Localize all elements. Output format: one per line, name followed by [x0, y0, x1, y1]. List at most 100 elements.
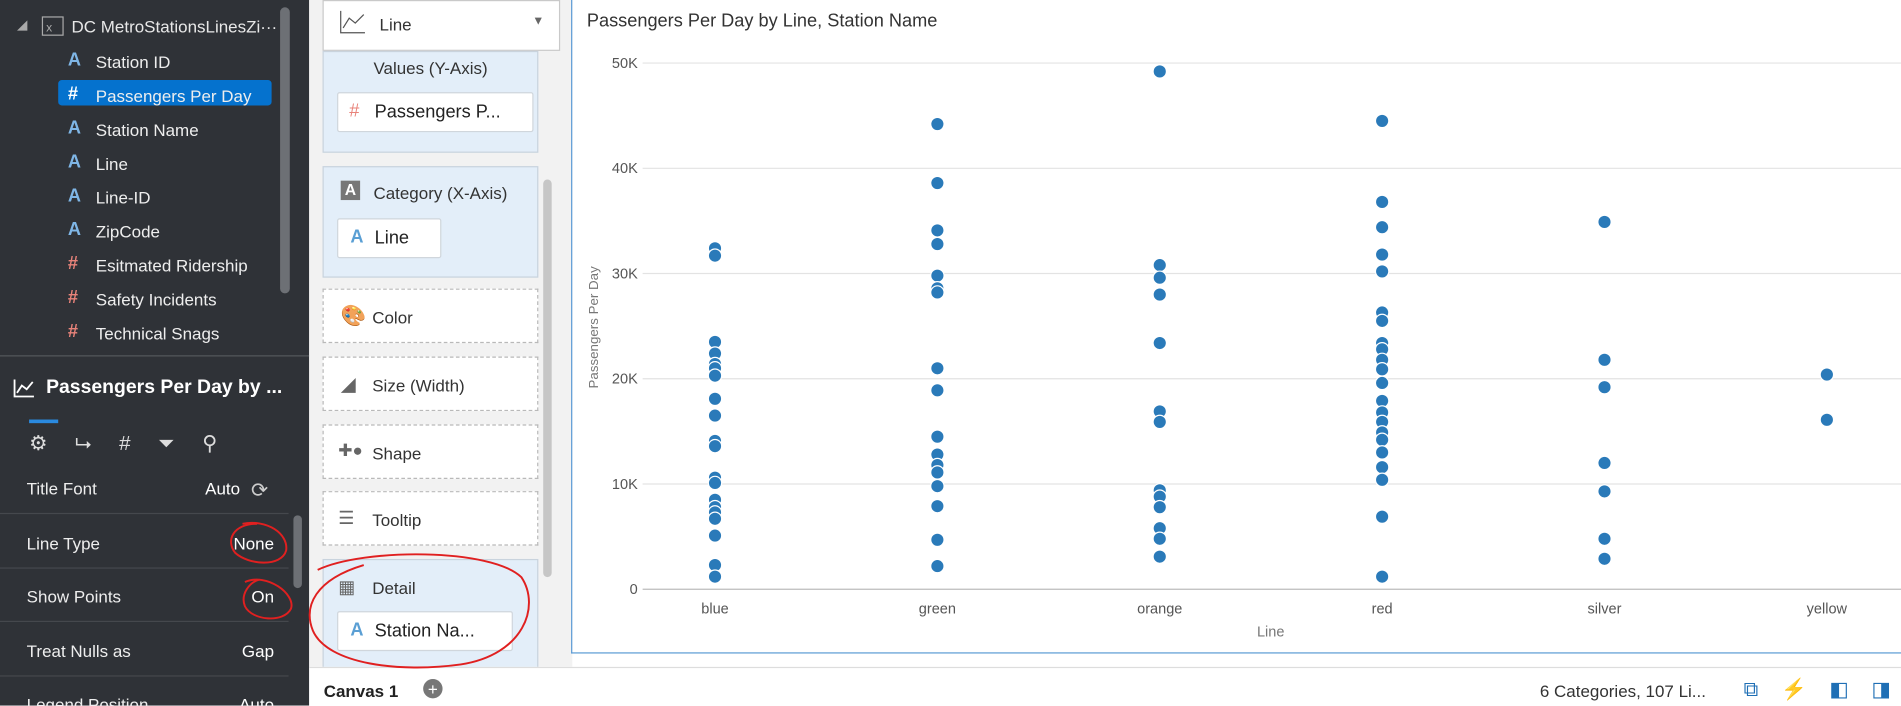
tooltip-box[interactable]: ☰ Tooltip [322, 491, 539, 546]
x-tick-label: silver [1588, 602, 1622, 618]
point [707, 569, 723, 584]
values-field[interactable]: # Passengers P... [337, 92, 534, 133]
row-divider [0, 620, 289, 623]
category-box: A Category (X-Axis) A Line [322, 166, 539, 278]
shape-box[interactable]: ✚● Shape [322, 424, 539, 479]
y-axis-label: Passengers Per Day [586, 266, 601, 389]
icon: ✚● [338, 440, 363, 460]
point [707, 438, 723, 454]
reset-icon[interactable]: ⟳ [250, 478, 269, 502]
field[interactable]: Line [95, 153, 128, 174]
chart-icon [13, 379, 34, 398]
property-rows: Title Font Auto Line Type None Show Points On… [0, 461, 291, 706]
footer [309, 666, 1901, 706]
selected-field [58, 80, 272, 106]
scrollbar[interactable] [280, 7, 290, 294]
point [930, 285, 945, 300]
point [1374, 445, 1390, 460]
field-icon: # [67, 83, 79, 105]
footer-icons[interactable]: ⧉ ⚡ ◧ ◨ [1743, 677, 1892, 701]
point [707, 475, 723, 491]
property-value[interactable]: Auto [239, 694, 275, 706]
chart-type-select[interactable]: Line ▼ [322, 0, 561, 51]
scrollbar[interactable] [293, 515, 302, 589]
size-box[interactable]: ◢ Size (Width) [322, 356, 539, 412]
category-field[interactable]: A Line [337, 218, 442, 259]
icon: ☰ [338, 508, 355, 529]
property-value[interactable]: None [233, 532, 275, 553]
field[interactable]: Line-ID [95, 187, 151, 208]
point [1152, 414, 1168, 430]
y-tick-label: 40K [612, 161, 638, 177]
field-icon: # [67, 287, 79, 308]
field-icon: A [67, 151, 82, 173]
detail-box: ▦ Detail A Station Na... [322, 558, 539, 671]
field[interactable]: Esitmated Ridership [95, 255, 248, 276]
attr-icon: A [340, 180, 361, 201]
status: 6 Categories, 107 Li... [1539, 681, 1706, 701]
y-tick-label: 10K [612, 477, 638, 493]
point [1374, 509, 1390, 524]
point [1597, 379, 1612, 395]
point [1374, 375, 1390, 391]
point [930, 236, 945, 252]
point [1374, 113, 1390, 129]
point [930, 383, 945, 398]
property-value[interactable]: Gap [241, 640, 275, 661]
expand-arrow[interactable]: ◢ [16, 18, 28, 33]
property-name: Treat Nulls as [26, 640, 131, 661]
color-box[interactable]: 🎨 Color [322, 288, 539, 344]
field[interactable]: Station Name [95, 120, 199, 140]
point [1152, 64, 1168, 79]
chart-type: Line [379, 14, 412, 34]
point [707, 408, 723, 423]
point [1374, 264, 1390, 279]
property-tabs[interactable]: ⚙ ⮡ # ⏷ ⚲ [29, 431, 218, 455]
measure-icon: # [349, 100, 360, 122]
field-icon: A [67, 49, 82, 71]
detail-field[interactable]: A Station Na... [337, 611, 513, 652]
point [707, 368, 723, 383]
color-label: Color [372, 307, 413, 328]
property-value[interactable]: Auto [205, 478, 241, 499]
point [1597, 531, 1612, 547]
point [1152, 531, 1168, 547]
field-icon: A [67, 219, 82, 241]
field-icon: # [67, 253, 79, 275]
detail-label: Detail [372, 578, 416, 598]
x-tick-label: blue [701, 602, 728, 618]
point [930, 360, 945, 376]
point [1374, 194, 1390, 210]
point [930, 498, 945, 514]
point [930, 478, 945, 494]
dataset-icon: x [41, 16, 64, 36]
field[interactable]: Technical Snags [95, 323, 220, 344]
attr-icon: A [350, 226, 364, 248]
point [1152, 270, 1168, 286]
point [1152, 549, 1168, 564]
field[interactable]: Passengers Per Day [95, 86, 252, 106]
y-tick-label: 0 [630, 582, 638, 598]
chart-title: Passengers Per Day by Line, Station Name [587, 11, 938, 31]
add-canvas[interactable]: + [423, 679, 443, 699]
field[interactable]: ZipCode [95, 221, 160, 242]
field[interactable]: Station ID [95, 52, 171, 72]
detail-field-text: Station Na... [374, 620, 475, 642]
y-tick-label: 50K [612, 56, 638, 72]
chart-frame [571, 0, 1901, 654]
scrollbar[interactable] [543, 179, 552, 578]
point [1374, 569, 1390, 584]
dataset-name[interactable]: DC MetroStationsLinesZi··· [71, 16, 278, 37]
x-tick-label: orange [1137, 602, 1182, 618]
property-name: Line Type [26, 532, 100, 553]
point [930, 175, 945, 191]
property-value[interactable]: On [251, 586, 275, 607]
field[interactable]: Safety Incidents [95, 289, 217, 310]
point [930, 429, 945, 444]
active-tab [29, 419, 59, 424]
x-tick-label: green [919, 602, 956, 618]
canvas-tab[interactable]: Canvas 1 [323, 681, 399, 701]
values-box: Values (Y-Axis) # Passengers P... [322, 50, 539, 153]
